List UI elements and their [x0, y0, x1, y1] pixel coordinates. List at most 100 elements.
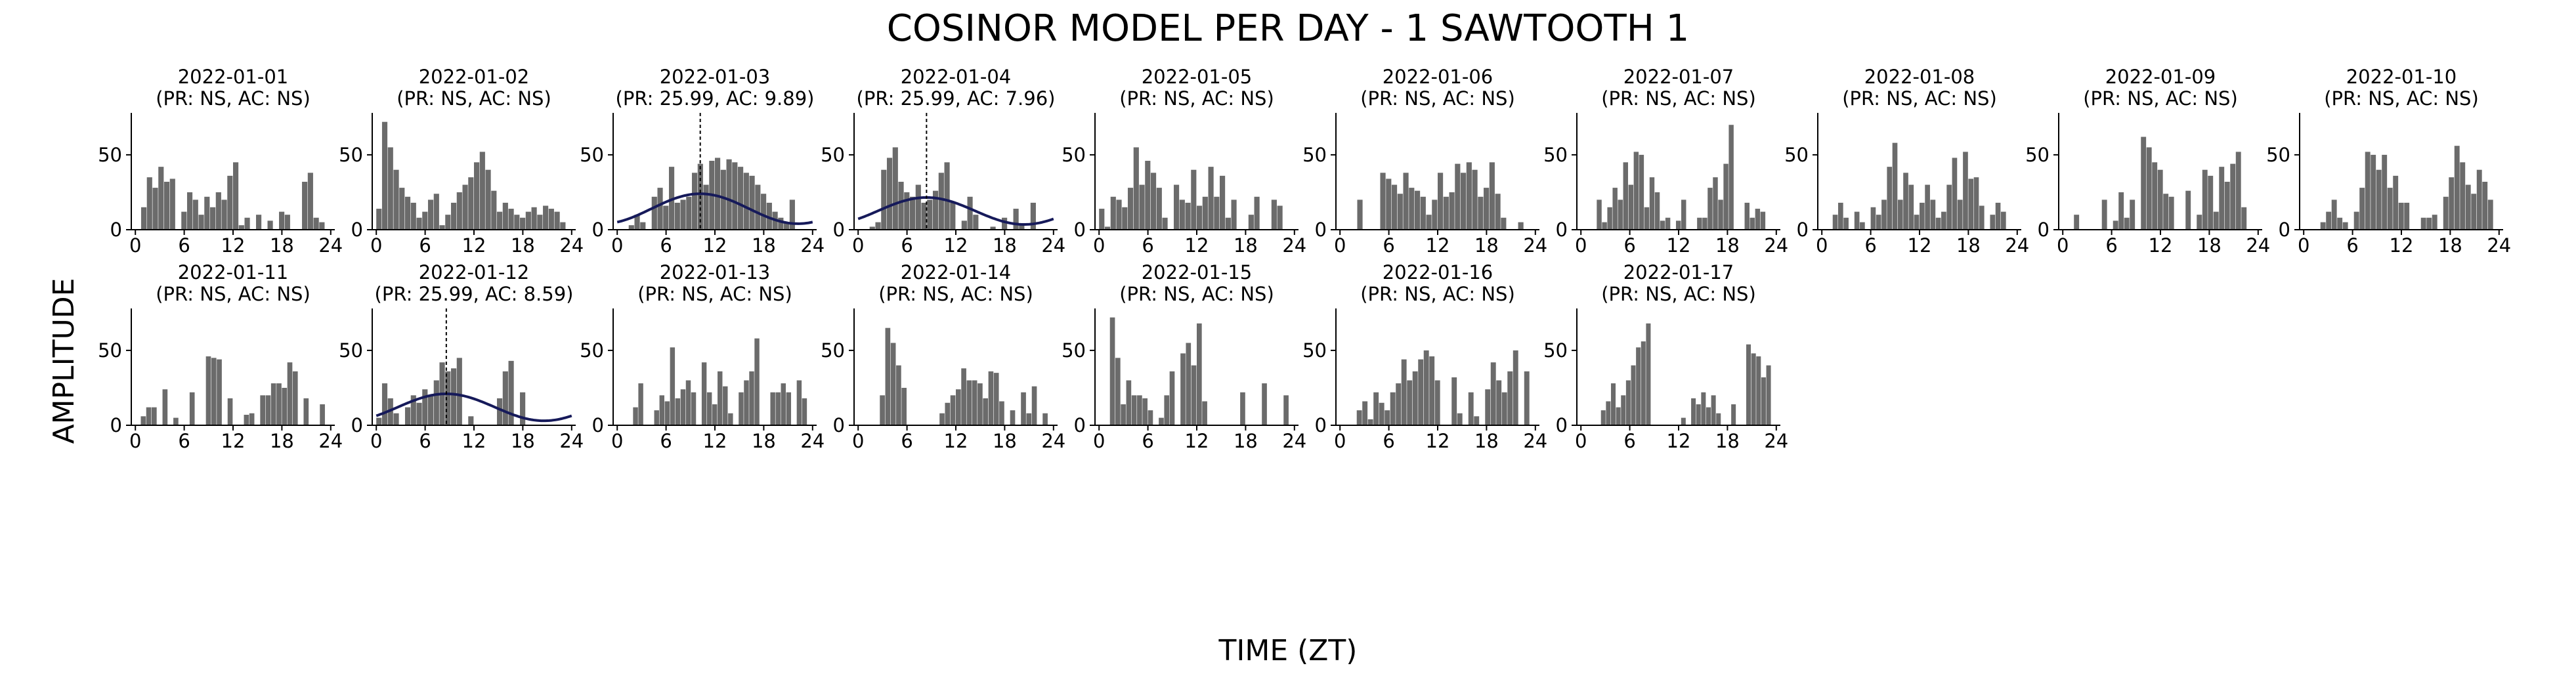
histogram-bar	[227, 175, 233, 230]
histogram-bar	[1484, 188, 1490, 230]
histogram-bar	[276, 383, 282, 425]
histogram-bar	[387, 147, 393, 230]
histogram-bar	[890, 343, 896, 425]
x-tick-label: 18	[1234, 430, 1258, 452]
histogram-bar	[270, 383, 276, 425]
cosinor-fit-line	[616, 192, 813, 225]
histogram-bar	[1455, 163, 1461, 230]
histogram-bar	[869, 226, 875, 230]
panel-stats-subtitle: (PR: NS, AC: NS)	[2083, 87, 2238, 110]
histogram-bar	[1751, 353, 1756, 425]
histogram-bar	[1231, 200, 1237, 230]
histogram-bar	[1010, 410, 1016, 425]
panel-date-title: 2022-01-02	[419, 66, 530, 88]
histogram-bar	[1908, 184, 1914, 230]
histogram-bar	[633, 407, 638, 425]
histogram-bar	[732, 162, 738, 230]
histogram-bar	[685, 380, 691, 425]
histogram-bar	[1760, 211, 1766, 230]
x-tick-label: 0	[852, 430, 864, 452]
histogram-bar	[204, 196, 210, 230]
histogram-bar	[233, 162, 239, 230]
x-tick-label: 12	[703, 234, 727, 257]
histogram-bar	[789, 200, 795, 230]
panel-stats-subtitle: (PR: NS, AC: NS)	[1601, 87, 1756, 110]
x-tick-label: 12	[944, 234, 968, 257]
y-tick-label: 0	[1556, 414, 1568, 436]
histogram-bar	[1697, 217, 1702, 230]
histogram-bar	[2487, 200, 2493, 230]
histogram-bar	[211, 358, 217, 425]
x-tick-label: 24	[1764, 234, 1788, 257]
histogram-bar	[140, 207, 147, 230]
panel-2022-01-13: 2022-01-13(PR: NS, AC: NS) 0 6 12 18 24 0 50	[580, 261, 825, 452]
x-tick-label: 18	[1474, 234, 1499, 257]
panel-date-title: 2022-01-01	[178, 66, 289, 88]
histogram-bar	[945, 402, 951, 425]
histogram-bar	[554, 211, 560, 230]
y-tick-label: 50	[2025, 144, 2050, 166]
panel-2022-01-17: 2022-01-17(PR: NS, AC: NS) 0 6 12 18 24 0 50	[1543, 261, 1788, 452]
histogram-bar	[2449, 177, 2455, 230]
x-tick-label: 0	[370, 430, 382, 452]
x-tick-label: 18	[752, 430, 776, 452]
x-tick-label: 6	[901, 430, 912, 452]
histogram-bar	[993, 373, 999, 425]
histogram-bar	[1137, 395, 1142, 425]
histogram-bar	[531, 207, 537, 230]
y-tick-label: 0	[110, 219, 122, 241]
histogram-bar	[634, 215, 640, 230]
histogram-bar	[1030, 202, 1036, 230]
x-tick-label: 12	[1667, 430, 1691, 452]
histogram-bar	[2393, 175, 2399, 230]
panel-2022-01-11: 2022-01-11(PR: NS, AC: NS) 0 6 12 18 24 0 50	[98, 261, 343, 452]
histogram-bar	[433, 380, 439, 425]
histogram-bar	[1390, 392, 1396, 425]
x-tick-label: 0	[2057, 234, 2069, 257]
histogram-bar	[657, 188, 663, 230]
histogram-bar	[1887, 167, 1893, 230]
histogram-bar	[393, 169, 399, 230]
histogram-bar	[2124, 217, 2130, 230]
y-tick-label: 0	[351, 219, 363, 241]
histogram-bar	[1240, 392, 1245, 425]
histogram-bar	[491, 190, 497, 230]
x-tick-label: 0	[1575, 430, 1587, 452]
y-tick-label: 0	[2038, 219, 2050, 241]
x-tick-label: 24	[2487, 234, 2511, 257]
histogram-bar	[1110, 196, 1116, 230]
histogram-bar	[1438, 173, 1444, 230]
histogram-bar	[1145, 161, 1151, 230]
x-tick-label: 0	[129, 430, 141, 452]
histogram-bar	[663, 205, 669, 230]
histogram-bar	[1021, 392, 1026, 425]
histogram-bar	[738, 167, 744, 230]
histogram-bar	[950, 395, 956, 425]
panel-date-title: 2022-01-06	[1383, 66, 1493, 88]
histogram-bar	[468, 416, 474, 425]
x-tick-label: 24	[1282, 430, 1306, 452]
histogram-bar	[2460, 162, 2466, 230]
panel-date-title: 2022-01-11	[178, 261, 289, 284]
histogram-bar	[1191, 365, 1197, 425]
y-axis-label: AMPLITUDE	[47, 278, 81, 444]
histogram-bar	[221, 200, 227, 230]
histogram-bar	[163, 181, 170, 230]
histogram-bar	[1122, 207, 1128, 230]
panel-date-title: 2022-01-14	[901, 261, 1012, 284]
panel-date-title: 2022-01-13	[660, 261, 771, 284]
histogram-bar	[1013, 209, 1019, 230]
histogram-bar	[1731, 404, 1736, 425]
histogram-bar	[1854, 211, 1860, 230]
histogram-bar	[967, 196, 973, 230]
histogram-bar	[939, 413, 945, 425]
histogram-bar	[279, 211, 285, 230]
histogram-bar	[1139, 184, 1145, 230]
panel-stats-subtitle: (PR: NS, AC: NS)	[156, 87, 311, 110]
histogram-bar	[1681, 200, 1686, 230]
x-tick-label: 0	[129, 234, 141, 257]
y-tick-label: 0	[1074, 219, 1086, 241]
histogram-bar	[1042, 413, 1048, 425]
histogram-bar	[1490, 362, 1496, 425]
histogram-bar	[990, 226, 996, 230]
